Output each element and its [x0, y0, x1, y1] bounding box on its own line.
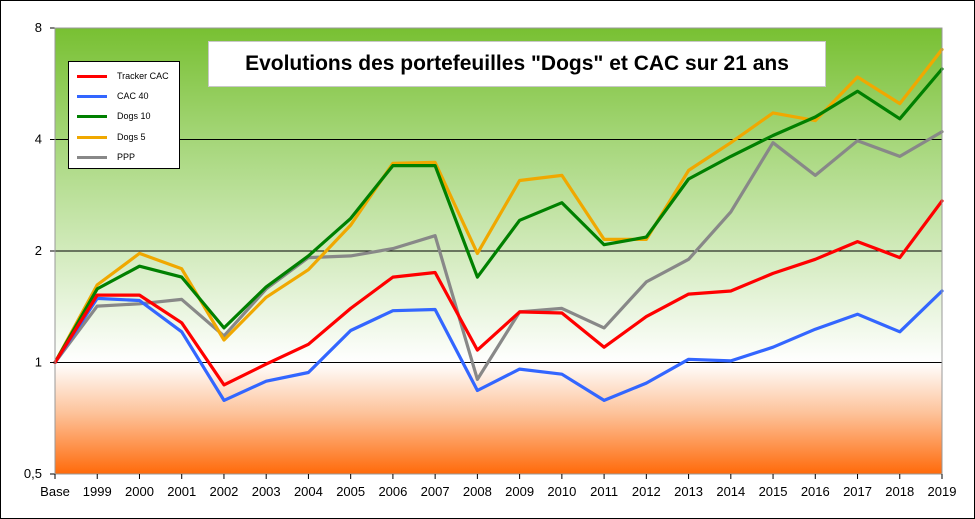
legend-label: Dogs 10: [117, 111, 151, 121]
x-tick-label: 2009: [505, 484, 534, 499]
x-tick-label: 2014: [716, 484, 745, 499]
legend-label: PPP: [117, 152, 136, 162]
x-tick-label: 2000: [125, 484, 154, 499]
legend-item-cac-40: CAC 40: [77, 89, 149, 103]
chart-title: Evolutions des portefeuilles "Dogs" et C…: [245, 52, 789, 75]
x-tick-label: 2006: [378, 484, 407, 499]
legend-swatch: [77, 94, 107, 98]
legend-item-ppp: PPP: [77, 150, 135, 164]
x-tick-label: 2013: [674, 484, 703, 499]
x-tick-label: 2007: [421, 484, 450, 499]
y-tick-label: 4: [35, 132, 42, 147]
legend: Tracker CAC CAC 40 Dogs 10 Dogs 5 PPP: [68, 61, 180, 169]
x-tick-label: Base: [40, 484, 70, 499]
y-tick-label: 0,5: [24, 466, 42, 481]
legend-swatch: [77, 74, 107, 78]
axes: 0,5 1 2 4 8 Base 1999 2000 2001 2002 2003 2004 2005 2…: [24, 20, 957, 499]
x-tick-label: 2005: [336, 484, 365, 499]
y-tick-label: 8: [35, 20, 42, 35]
legend-label: Dogs 5: [117, 132, 146, 142]
legend-label: Tracker CAC: [117, 71, 169, 81]
legend-item-dogs-5: Dogs 5: [77, 130, 146, 144]
x-tick-label: 1999: [83, 484, 112, 499]
x-tick-label: 2016: [801, 484, 830, 499]
series-layer: [53, 47, 944, 402]
x-tick-label: 2011: [590, 484, 618, 499]
legend-label: CAC 40: [117, 91, 149, 101]
x-tick-label: 2004: [294, 484, 323, 499]
x-tick-label: 2003: [252, 484, 281, 499]
series-line-tracker-cac: [53, 199, 944, 387]
legend-item-dogs-10: Dogs 10: [77, 109, 151, 123]
x-tick-label: 2015: [759, 484, 788, 499]
legend-item-tracker-cac: Tracker CAC: [77, 69, 169, 83]
series-line-cac-40: [53, 289, 944, 402]
x-tick-label: 2019: [928, 484, 957, 499]
y-tick-label: 1: [35, 355, 42, 370]
y-tick-label: 2: [35, 243, 42, 258]
x-tick-label: 2012: [632, 484, 661, 499]
x-tick-label: 2010: [547, 484, 576, 499]
x-tick-label: 2001: [167, 484, 196, 499]
legend-swatch: [77, 135, 107, 139]
title-box: Evolutions des portefeuilles "Dogs" et C…: [208, 41, 826, 87]
series-line-ppp: [53, 130, 944, 381]
legend-swatch: [77, 155, 107, 159]
x-tick-label: 2018: [885, 484, 914, 499]
plot-border: [54, 27, 943, 475]
x-tick-label: 2002: [209, 484, 238, 499]
series-line-dogs-10: [53, 67, 944, 365]
legend-swatch: [77, 114, 107, 118]
x-tick-label: 2008: [463, 484, 492, 499]
x-tick-label: 2017: [843, 484, 872, 499]
